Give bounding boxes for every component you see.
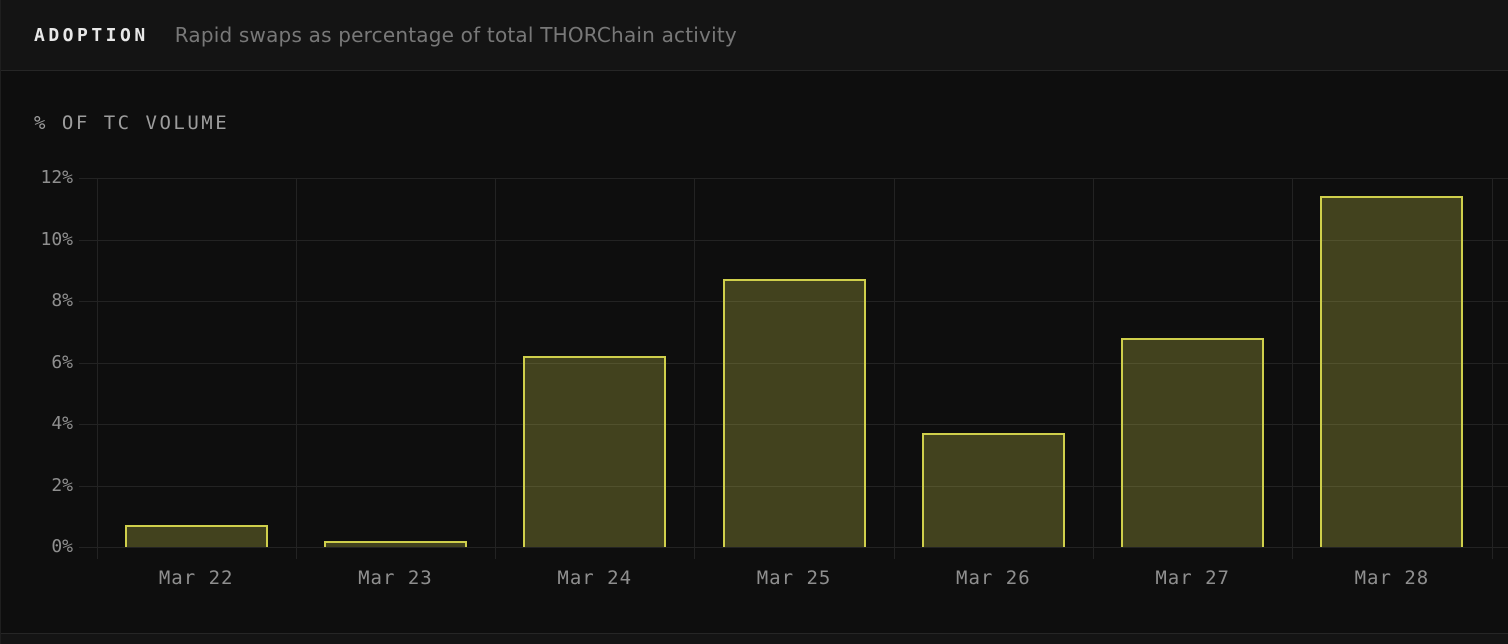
x-axis-tick-label: Mar 27: [1155, 567, 1230, 589]
gridline-vertical: [694, 178, 696, 559]
gridline-vertical: [96, 178, 98, 559]
bar-mar-23: [323, 540, 467, 547]
bar-mar-26: [921, 433, 1065, 547]
y-axis-tick-label: 8%: [51, 290, 73, 311]
bar-mar-25: [722, 279, 866, 547]
gridline-horizontal: [79, 362, 1508, 364]
bar-mar-22: [124, 525, 268, 547]
x-axis-tick-label: Mar 22: [158, 567, 234, 589]
gridline-vertical: [1292, 178, 1294, 559]
y-axis-title: % OF TC VOLUME: [34, 112, 230, 134]
bar-mar-27: [1121, 337, 1265, 547]
x-axis-tick-label: Mar 26: [956, 567, 1031, 589]
x-axis-tick-label: Mar 25: [756, 567, 832, 589]
gridline-vertical: [893, 178, 895, 559]
gridline-horizontal: [79, 178, 1508, 179]
gridline-vertical: [1093, 178, 1094, 559]
y-axis-tick-label: 12%: [40, 167, 73, 188]
x-axis-tick-label: Mar 24: [557, 567, 633, 589]
y-axis-tick-label: 10%: [40, 228, 73, 250]
y-axis-tick-label: 4%: [51, 413, 73, 434]
panel-title: ADOPTION: [34, 24, 149, 46]
panel-header: ADOPTION Rapid swaps as percentage of to…: [1, 0, 1508, 71]
panel-subtitle: Rapid swaps as percentage of total THORC…: [174, 23, 737, 47]
y-axis-tick-label: 0%: [51, 536, 73, 557]
gridline-horizontal: [79, 301, 1508, 302]
gridline-horizontal: [79, 485, 1508, 487]
gridline-vertical: [1491, 178, 1493, 559]
gridline-vertical: [295, 178, 297, 559]
gridline-horizontal: [79, 547, 1508, 548]
bar-mar-24: [523, 356, 667, 547]
gridline-vertical: [495, 178, 497, 559]
bar-mar-28: [1320, 196, 1464, 547]
y-axis-tick-label: 6%: [51, 351, 73, 373]
y-axis-tick-label: 2%: [51, 474, 73, 496]
gridline-horizontal: [79, 424, 1508, 425]
gridline-horizontal: [79, 239, 1508, 241]
x-axis-tick-label: Mar 28: [1354, 567, 1430, 589]
panel-footer-strip: [1, 633, 1508, 644]
x-axis-tick-label: Mar 23: [358, 567, 433, 589]
